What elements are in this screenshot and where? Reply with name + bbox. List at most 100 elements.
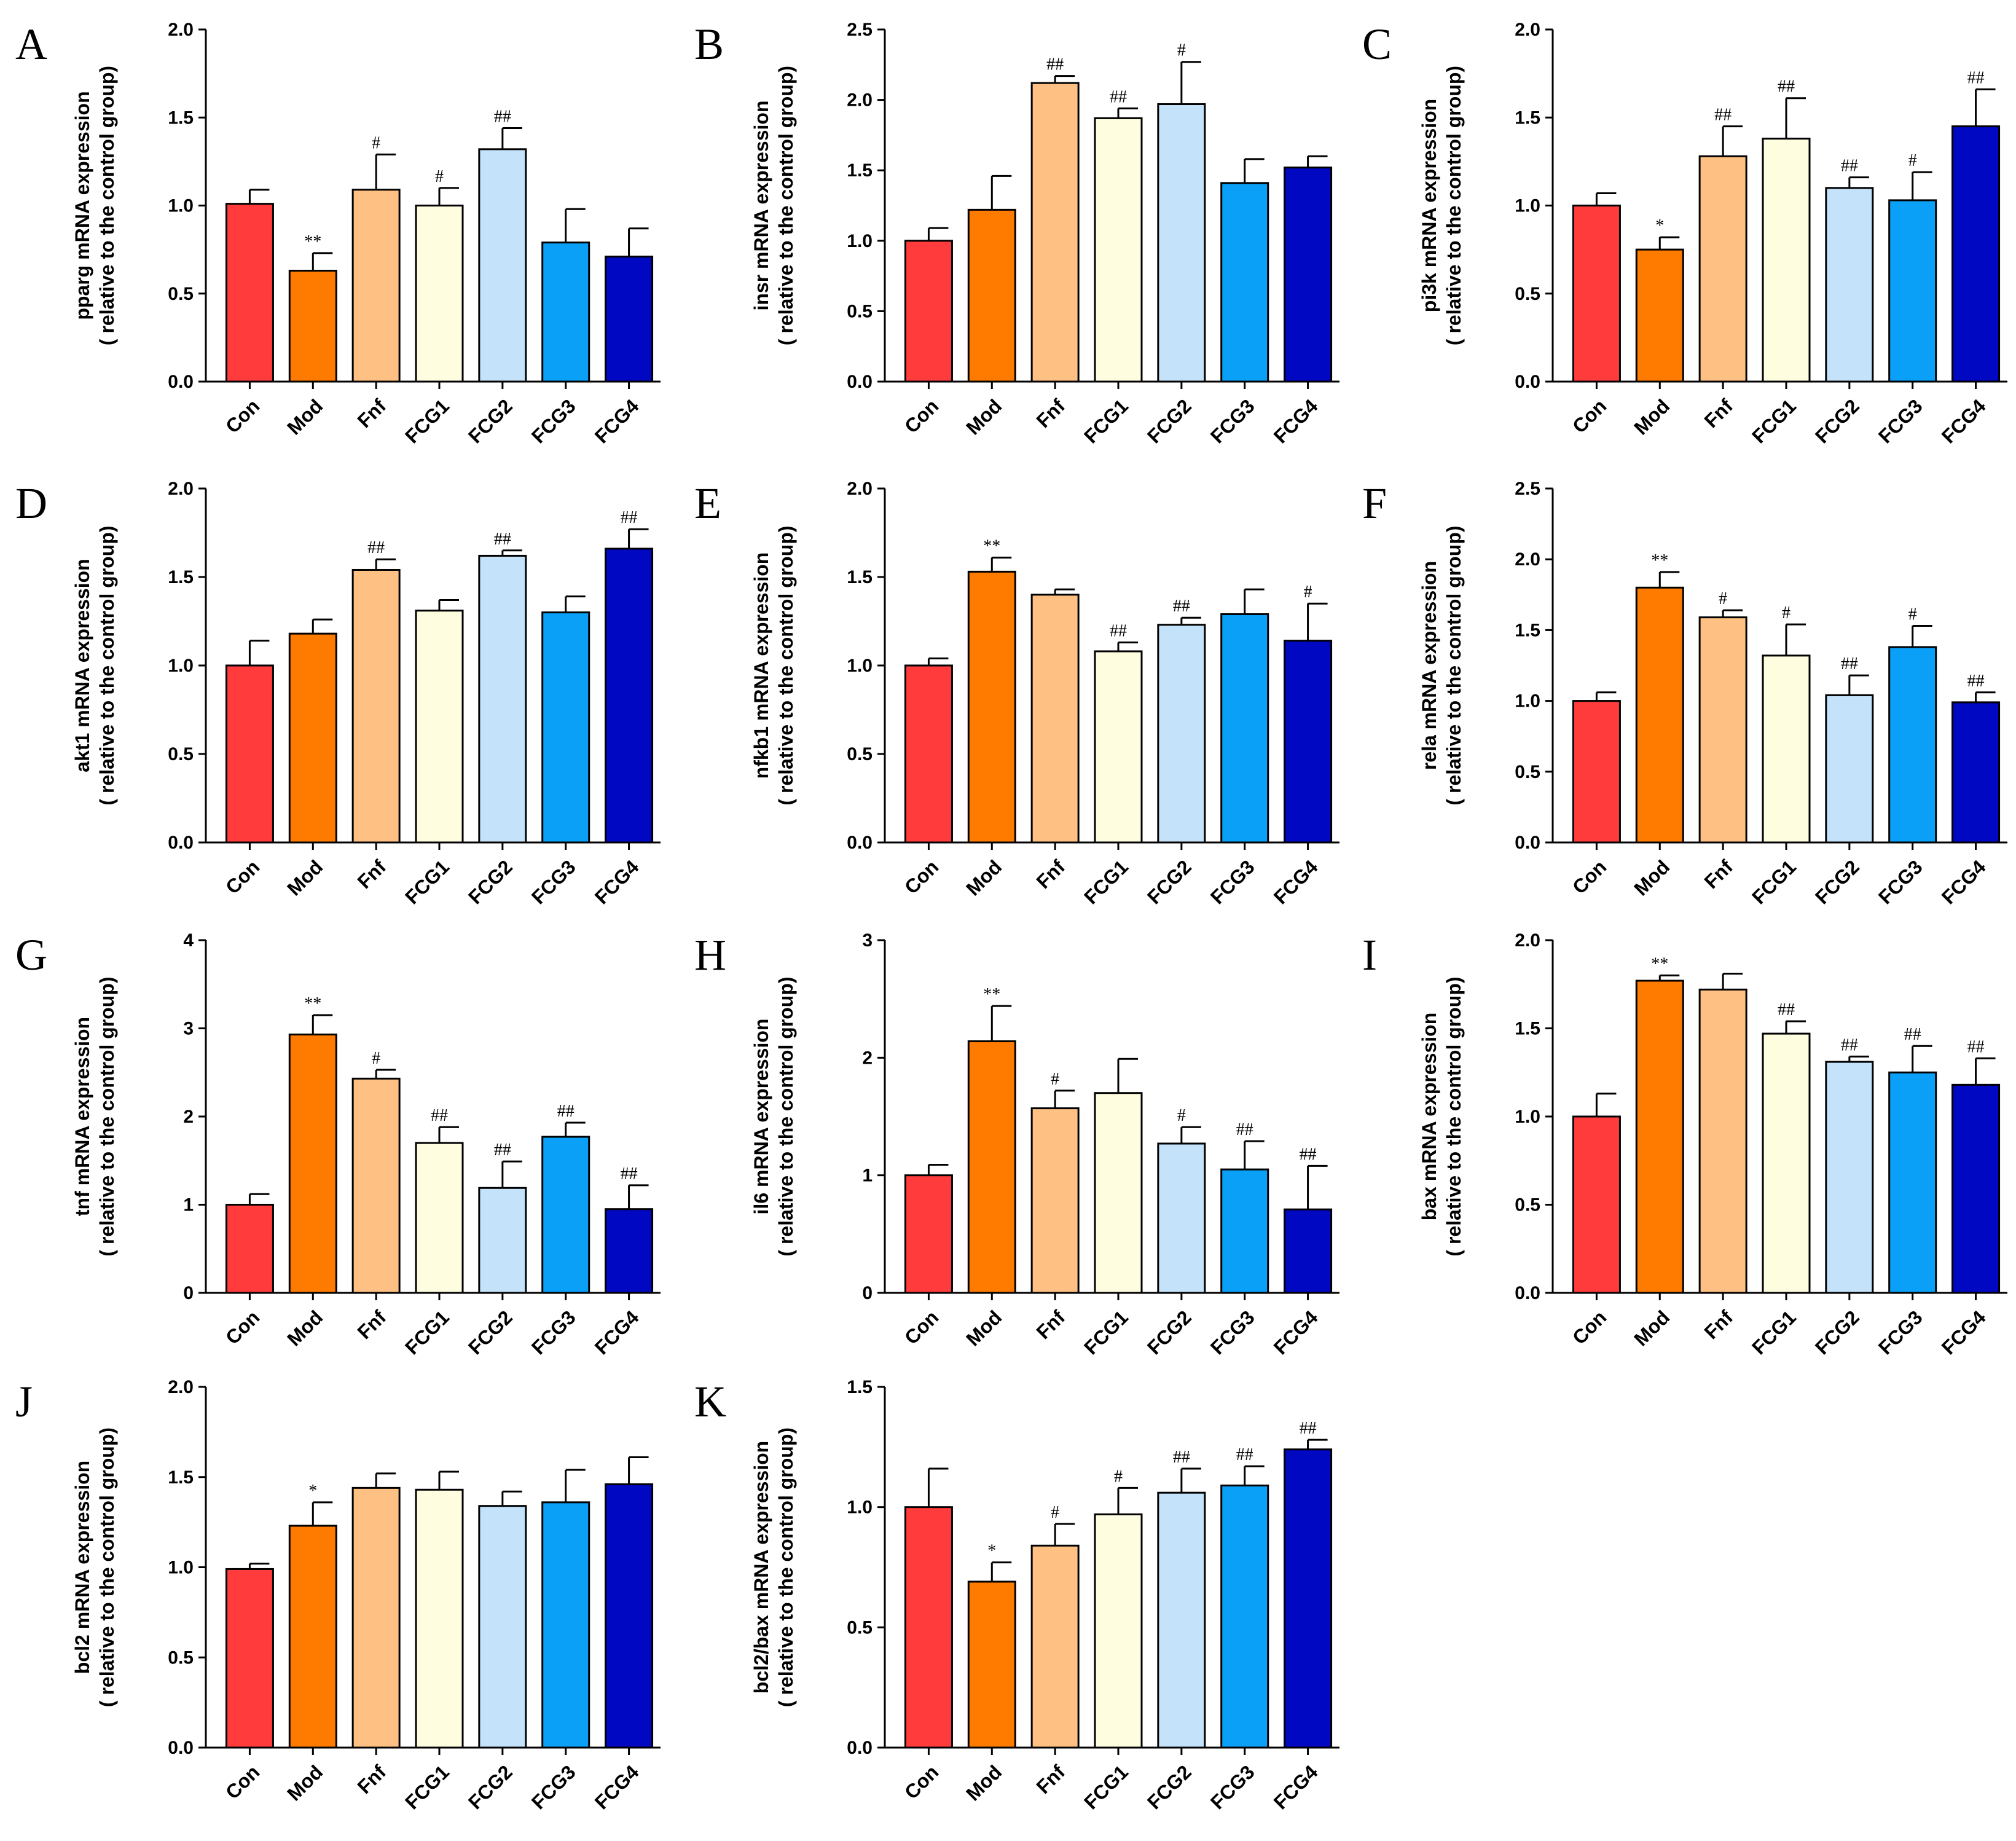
bar-fcg4 bbox=[605, 256, 654, 383]
x-tick-label: FCG2 bbox=[464, 1761, 517, 1813]
bar-con bbox=[904, 664, 953, 844]
x-tick-label: FCG4 bbox=[1269, 1306, 1322, 1359]
bar-fcg2 bbox=[1825, 694, 1874, 844]
x-tick-label: Fnf bbox=[353, 1306, 390, 1343]
x-tick-label: FCG4 bbox=[590, 1306, 643, 1359]
y-tick-label: 1.5 bbox=[1515, 108, 1540, 128]
x-tick-label: Fnf bbox=[1032, 855, 1069, 893]
x-tick-label: Con bbox=[1568, 1306, 1610, 1348]
x-tick-label: Fnf bbox=[353, 1761, 390, 1798]
x-tick-label: FCG1 bbox=[401, 855, 453, 908]
bar-fcg3 bbox=[541, 1501, 590, 1749]
y-tick-label: 0.0 bbox=[168, 1738, 194, 1758]
x-tick-label: FCG3 bbox=[1874, 1306, 1927, 1359]
significance-marker: ** bbox=[304, 232, 321, 251]
x-tick-label: Fnf bbox=[1032, 394, 1069, 432]
x-tick-label: FCG2 bbox=[1811, 394, 1864, 447]
x-tick-label: FCG1 bbox=[401, 1761, 453, 1813]
y-tick-label: 0.5 bbox=[168, 284, 194, 304]
x-tick-label: FCG1 bbox=[401, 1306, 453, 1359]
significance-marker: ## bbox=[1300, 1145, 1317, 1164]
bar-fnf bbox=[351, 568, 401, 844]
bar-con bbox=[904, 240, 953, 383]
y-tick-label: 0.0 bbox=[847, 372, 873, 392]
y-tick-label: 0.0 bbox=[847, 833, 873, 853]
y-tick-label: 1.5 bbox=[168, 1467, 194, 1488]
x-tick-label: FCG2 bbox=[1143, 1761, 1196, 1813]
y-axis-label: akt1 mRNA expression bbox=[71, 559, 93, 772]
y-tick-label: 1.0 bbox=[168, 196, 194, 216]
significance-marker: # bbox=[1908, 151, 1917, 170]
y-tick-label: 2 bbox=[183, 1107, 194, 1127]
panel-letter: H bbox=[694, 930, 726, 979]
y-tick-label: 2.0 bbox=[1515, 20, 1540, 40]
y-tick-label: 1.5 bbox=[1515, 620, 1540, 640]
significance-marker: ## bbox=[1236, 1445, 1253, 1464]
bar-fnf bbox=[1698, 155, 1747, 383]
bar-fcg4 bbox=[605, 1208, 654, 1294]
bar-fcg3 bbox=[1888, 646, 1937, 844]
y-tick-label: 0.0 bbox=[168, 372, 194, 392]
bar-fnf bbox=[351, 1077, 401, 1294]
y-tick-label: 2.0 bbox=[168, 20, 194, 40]
significance-marker: * bbox=[987, 1542, 996, 1561]
y-tick-label: 2.0 bbox=[847, 479, 873, 499]
significance-marker: * bbox=[1655, 216, 1664, 235]
bar-fcg4 bbox=[1951, 125, 2001, 383]
significance-marker: ## bbox=[367, 538, 385, 557]
significance-marker: ## bbox=[1841, 157, 1858, 176]
bar-mod bbox=[967, 208, 1016, 383]
x-tick-label: FCG2 bbox=[1143, 394, 1196, 447]
y-tick-label: 0.5 bbox=[168, 1647, 194, 1668]
y-tick-label: 0.0 bbox=[1515, 833, 1540, 853]
y-axis-label: pparg mRNA expression bbox=[71, 91, 93, 320]
y-tick-label: 2.0 bbox=[168, 1377, 194, 1397]
bar-fcg2 bbox=[478, 554, 527, 844]
bar-con bbox=[225, 664, 274, 844]
significance-marker: ## bbox=[1110, 87, 1127, 106]
y-tick-label: 0 bbox=[862, 1283, 873, 1303]
x-tick-label: FCG4 bbox=[590, 394, 643, 447]
panel-letter: E bbox=[694, 479, 721, 528]
x-tick-label: FCG3 bbox=[527, 1306, 580, 1359]
x-tick-label: Mod bbox=[1630, 1306, 1674, 1350]
x-tick-label: Con bbox=[1568, 394, 1610, 437]
bar-mod bbox=[288, 270, 337, 383]
x-tick-label: Mod bbox=[962, 855, 1006, 900]
y-axis-label-secondary: ( relative to the control group) bbox=[775, 525, 797, 805]
bar-fcg2 bbox=[478, 1505, 527, 1749]
x-tick-label: FCG4 bbox=[590, 855, 643, 908]
y-tick-label: 2.5 bbox=[1515, 479, 1540, 499]
bar-fnf bbox=[351, 189, 401, 383]
x-tick-label: Fnf bbox=[1700, 855, 1737, 893]
x-tick-label: Fnf bbox=[353, 394, 390, 432]
x-tick-label: FCG1 bbox=[1747, 855, 1800, 908]
x-tick-label: Fnf bbox=[1700, 1306, 1737, 1343]
bar-fcg1 bbox=[1762, 654, 1811, 844]
bar-fcg4 bbox=[1284, 167, 1333, 383]
x-tick-label: FCG4 bbox=[1269, 855, 1322, 908]
x-tick-label: Con bbox=[221, 394, 264, 437]
significance-marker: ## bbox=[557, 1102, 575, 1121]
y-axis-label: pi3k mRNA expression bbox=[1418, 99, 1440, 312]
bar-con bbox=[225, 1204, 274, 1294]
bar-fcg2 bbox=[1825, 187, 1874, 383]
significance-marker: ## bbox=[494, 1140, 511, 1160]
x-tick-label: FCG1 bbox=[1080, 1761, 1132, 1813]
significance-marker: # bbox=[1908, 605, 1917, 624]
y-tick-label: 0.5 bbox=[847, 744, 873, 764]
significance-marker: ** bbox=[983, 536, 1000, 555]
x-tick-label: Mod bbox=[283, 1306, 327, 1350]
bar-fnf bbox=[1030, 1544, 1080, 1749]
y-tick-label: 3 bbox=[862, 930, 873, 951]
x-tick-label: FCG1 bbox=[1080, 394, 1132, 447]
x-tick-label: FCG2 bbox=[464, 855, 517, 908]
x-tick-label: FCG3 bbox=[527, 1761, 580, 1813]
x-tick-label: FCG1 bbox=[1080, 1306, 1132, 1359]
y-tick-label: 0.0 bbox=[1515, 1283, 1540, 1303]
x-tick-label: Con bbox=[221, 1306, 264, 1348]
